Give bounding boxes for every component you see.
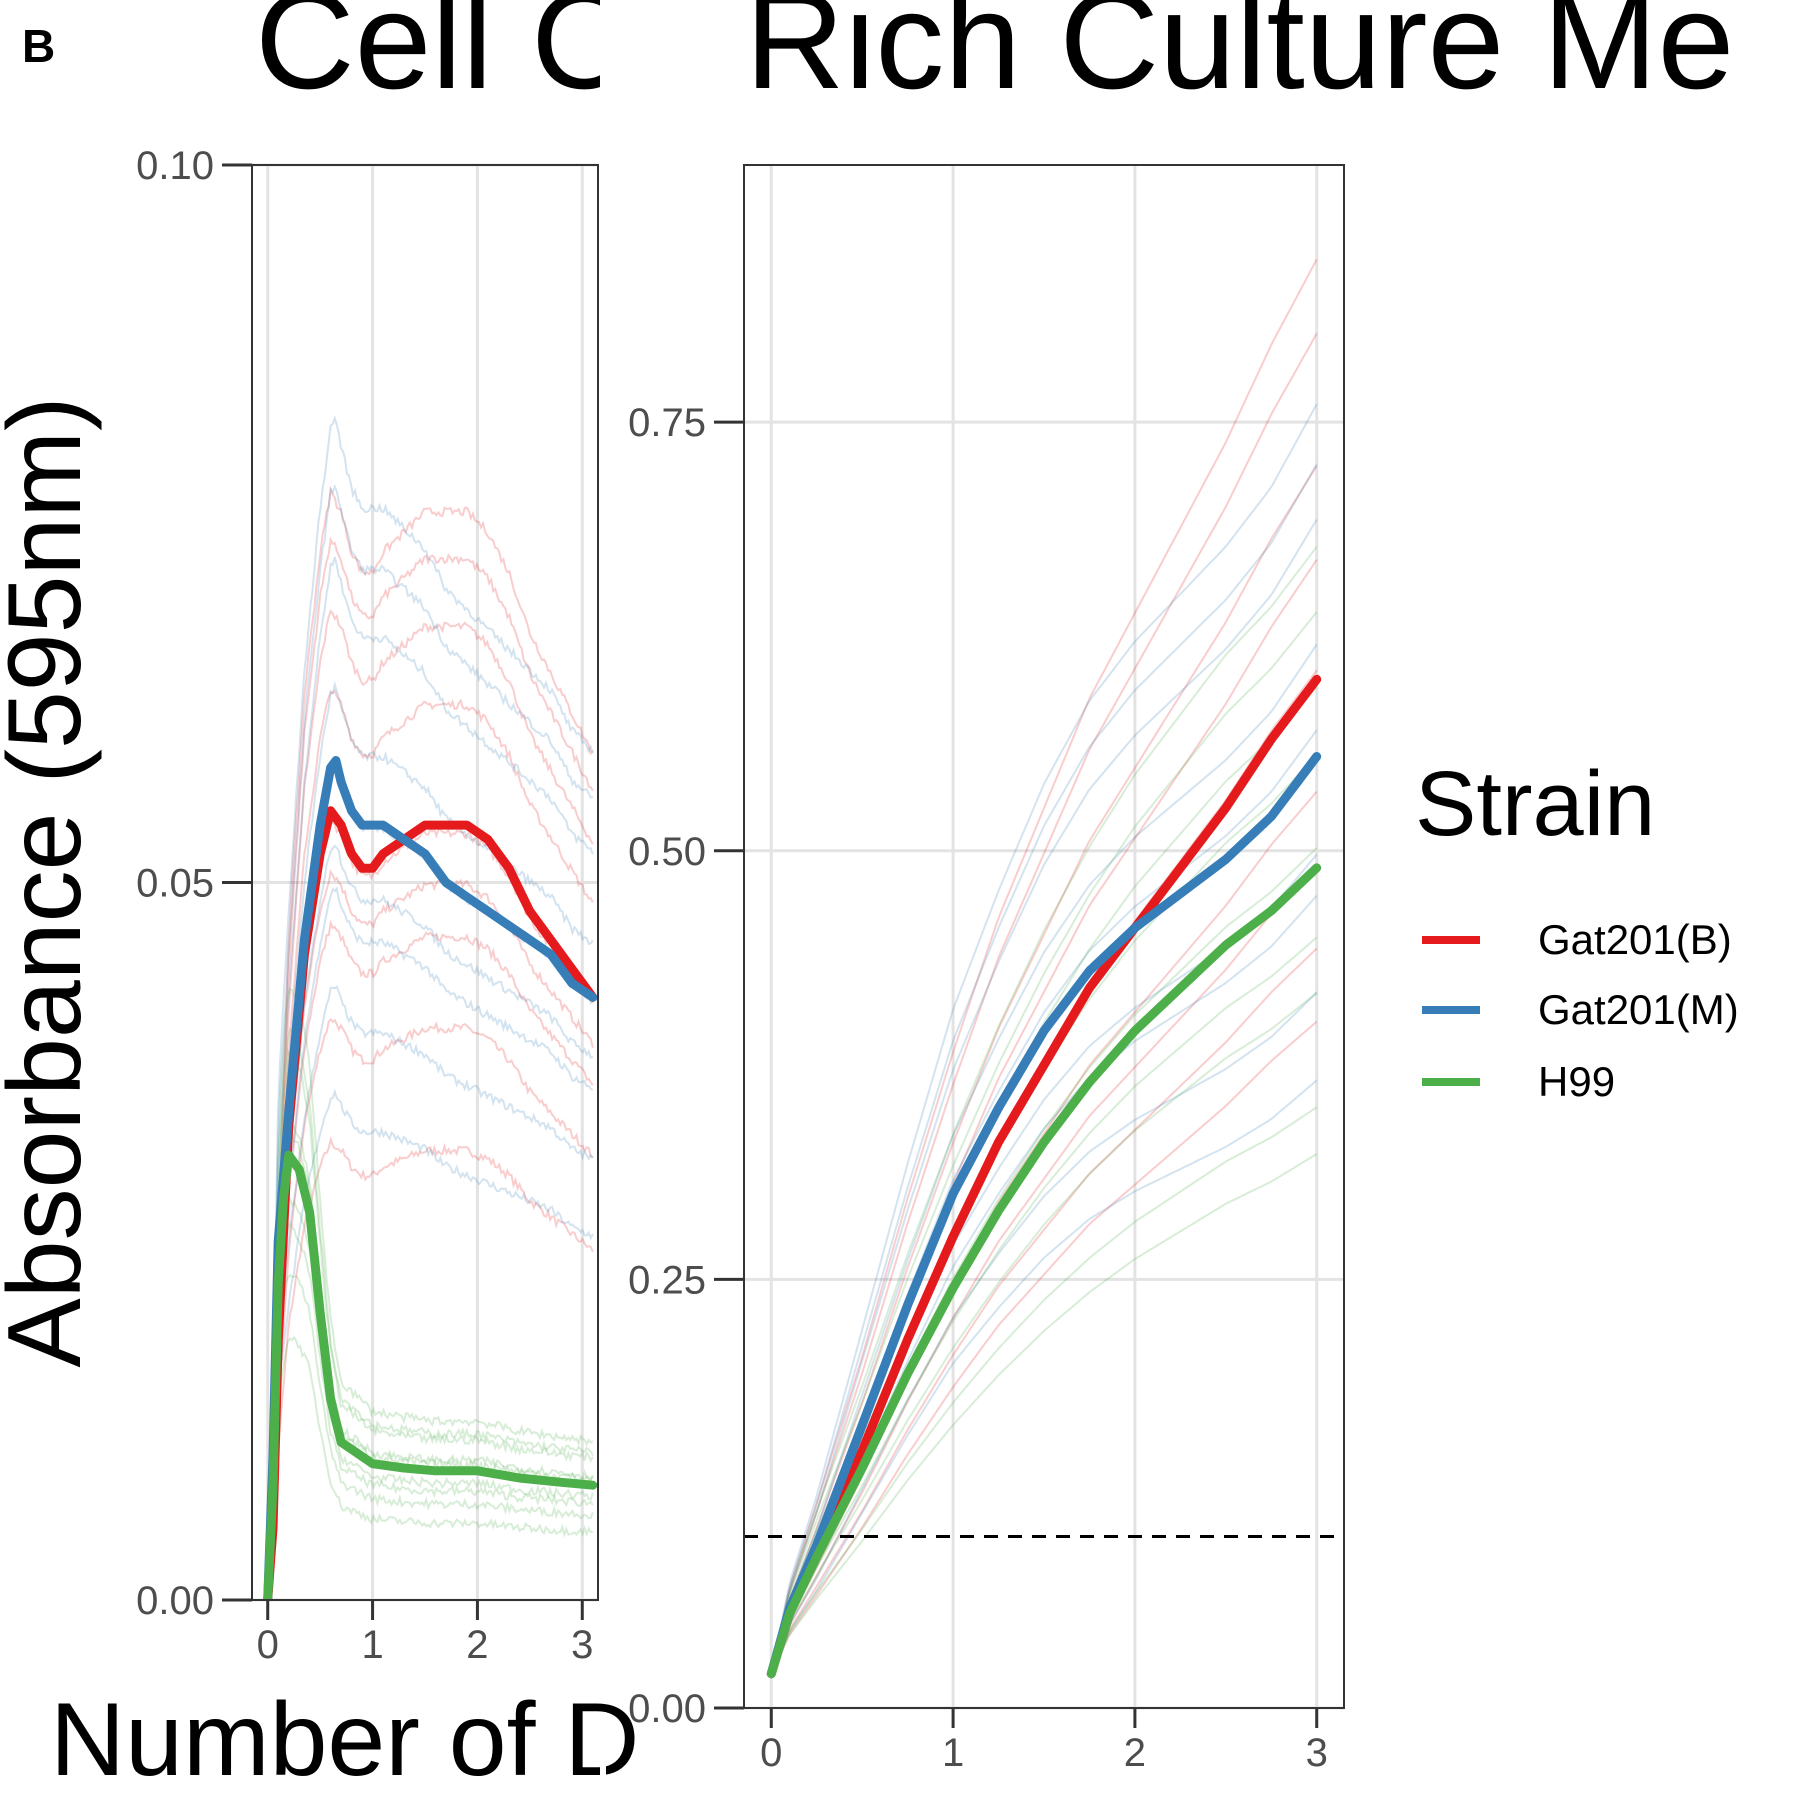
right-series-lines (766, 674, 1322, 1679)
left-x-tick-label-1: 1 (361, 1623, 383, 1667)
right-replicate-2-3 (770, 936, 1318, 1675)
right-replicate-2-8 (770, 546, 1318, 1674)
left-replicate-0-0 (266, 1135, 594, 1597)
left-replicate-0-7 (266, 536, 594, 1600)
legend-label-gat201-m: Gat201(M) (1538, 986, 1739, 1033)
left-gridlines (252, 163, 598, 1602)
right-replicate-2-0 (770, 1153, 1318, 1675)
left-x-tick-label-0: 0 (257, 1623, 279, 1667)
y-axis-label: Absorbance (595nm) (0, 396, 103, 1367)
left-replicate-0-6 (266, 609, 594, 1600)
legend-label-gat201-b: Gat201(B) (1538, 916, 1732, 963)
left-replicate-2-1 (266, 1273, 594, 1600)
right-series-line-2 (766, 863, 1322, 1679)
left-replicate-1-3 (266, 844, 594, 1600)
left-replicate-1-0 (266, 1088, 594, 1600)
left-replicate-0-8 (266, 485, 594, 1600)
right-x-tick-label-0: 0 (760, 1731, 782, 1775)
right-replicate-2-7 (770, 611, 1318, 1674)
left-replicate-0-1 (266, 1017, 594, 1600)
right-panel-title: Rich Culture Me (745, 0, 1734, 118)
left-replicate-0-2 (266, 919, 594, 1599)
legend-label-h99: H99 (1538, 1058, 1615, 1105)
left-replicate-0-5 (266, 688, 594, 1600)
left-y-tick-label-2: 0.10 (136, 144, 214, 188)
right-replicate-1-5 (770, 644, 1318, 1674)
right-y-tick-label-2: 0.50 (628, 830, 706, 874)
right-axis-ticks: 0 1 2 3 0.00 0.25 0.50 0.75 (628, 401, 1328, 1775)
left-axis-ticks: 0 1 2 3 0.00 0.05 0.10 (136, 144, 593, 1667)
left-series-line-1 (263, 756, 598, 1600)
left-replicate-2-2 (266, 1221, 594, 1600)
right-replicate-2-1 (770, 1106, 1318, 1675)
right-replicate-0-1 (770, 947, 1318, 1675)
left-replicate-0-3 (266, 868, 594, 1598)
right-x-tick-label-3: 3 (1306, 1731, 1328, 1775)
legend-title: Strain (1415, 753, 1655, 855)
right-plot-border (743, 164, 1345, 1709)
right-replicate-2-2 (770, 992, 1318, 1675)
left-replicate-traces (266, 415, 594, 1600)
left-replicate-1-7 (266, 483, 594, 1600)
right-replicate-1-1 (770, 991, 1318, 1675)
panel-letter: B (22, 20, 55, 72)
right-y-tick-label-1: 0.25 (628, 1258, 706, 1302)
right-replicate-0-7 (770, 333, 1318, 1674)
right-series-line-1 (766, 752, 1322, 1679)
left-x-tick-label-3: 3 (571, 1623, 593, 1667)
right-replicate-0-0 (770, 1020, 1318, 1675)
right-replicate-0-2 (770, 864, 1318, 1675)
title-mask (600, 0, 740, 140)
right-replicate-1-8 (770, 403, 1318, 1674)
right-replicate-1-0 (770, 1079, 1318, 1675)
left-y-tick-label-0: 0.00 (136, 1579, 214, 1623)
left-replicate-2-0 (266, 1335, 593, 1600)
right-x-tick-label-2: 2 (1124, 1731, 1146, 1775)
right-chart: 0 1 2 3 0.00 0.25 0.50 0.75 (628, 164, 1345, 1775)
left-replicate-1-2 (266, 885, 594, 1600)
left-replicate-1-8 (266, 415, 594, 1600)
right-replicate-1-6 (770, 519, 1318, 1674)
right-replicate-0-8 (770, 258, 1318, 1674)
left-replicate-2-7 (266, 1026, 594, 1600)
x-axis-label: Number of D (50, 1682, 640, 1798)
right-y-tick-label-3: 0.75 (628, 401, 706, 445)
left-y-tick-label-1: 0.05 (136, 862, 214, 906)
right-y-tick-label-0: 0.00 (628, 1687, 706, 1731)
right-replicate-0-6 (770, 465, 1318, 1674)
left-replicate-1-6 (266, 556, 594, 1600)
legend: Strain Gat201(B) Gat201(M) H99 (1415, 753, 1739, 1105)
left-x-tick-label-2: 2 (466, 1623, 488, 1667)
xlabel-right-mask (600, 1712, 606, 1800)
left-replicate-2-6 (266, 1048, 594, 1600)
left-series-lines (263, 756, 598, 1600)
right-x-tick-label-1: 1 (942, 1731, 964, 1775)
left-replicate-2-8 (266, 988, 594, 1599)
right-replicate-1-7 (770, 463, 1318, 1674)
left-chart: 0 1 2 3 0.00 0.05 0.10 (136, 144, 599, 1667)
left-panel-title: Cell C (255, 0, 631, 118)
left-replicate-1-5 (266, 680, 594, 1600)
left-series-line-2 (263, 1150, 598, 1600)
left-replicate-1-1 (266, 985, 594, 1598)
